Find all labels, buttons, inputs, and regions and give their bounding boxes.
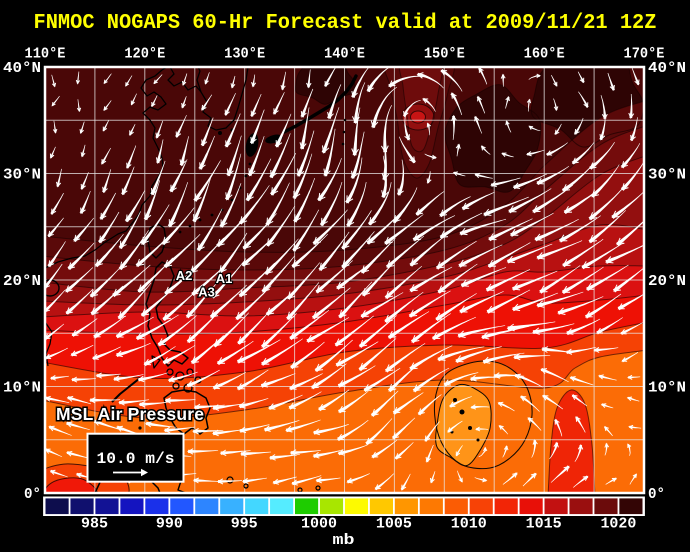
- svg-text:160°E: 160°E: [524, 46, 565, 63]
- svg-text:30°N: 30°N: [3, 167, 41, 184]
- svg-text:0°: 0°: [648, 486, 665, 503]
- svg-text:1005: 1005: [376, 516, 412, 533]
- svg-text:MSL Air Pressure: MSL Air Pressure: [56, 404, 204, 424]
- svg-text:A2: A2: [176, 268, 193, 283]
- svg-text:10.0 m/s: 10.0 m/s: [97, 450, 175, 468]
- svg-text:170°E: 170°E: [624, 46, 665, 63]
- svg-text:10°N: 10°N: [3, 380, 41, 397]
- svg-text:1010: 1010: [451, 516, 487, 533]
- svg-text:A1: A1: [216, 271, 233, 286]
- svg-text:120°E: 120°E: [124, 46, 165, 63]
- svg-text:A3: A3: [198, 285, 215, 300]
- svg-text:130°E: 130°E: [224, 46, 265, 63]
- svg-text:40°N: 40°N: [3, 60, 41, 77]
- svg-text:10°N: 10°N: [648, 380, 686, 397]
- svg-text:1015: 1015: [526, 516, 562, 533]
- svg-text:0°: 0°: [24, 486, 41, 503]
- svg-text:20°N: 20°N: [648, 273, 686, 290]
- svg-text:mb: mb: [333, 532, 355, 549]
- svg-text:20°N: 20°N: [3, 273, 41, 290]
- svg-text:995: 995: [231, 516, 258, 533]
- svg-text:110°E: 110°E: [25, 46, 66, 63]
- svg-text:1020: 1020: [600, 516, 636, 533]
- svg-text:40°N: 40°N: [648, 60, 686, 77]
- svg-text:1000: 1000: [301, 516, 337, 533]
- svg-text:FNMOC NOGAPS 60-Hr Forecast va: FNMOC NOGAPS 60-Hr Forecast valid at 200…: [34, 12, 657, 35]
- svg-text:150°E: 150°E: [424, 46, 465, 63]
- svg-text:140°E: 140°E: [324, 46, 365, 63]
- svg-text:985: 985: [81, 516, 108, 533]
- svg-text:990: 990: [156, 516, 183, 533]
- svg-text:30°N: 30°N: [648, 167, 686, 184]
